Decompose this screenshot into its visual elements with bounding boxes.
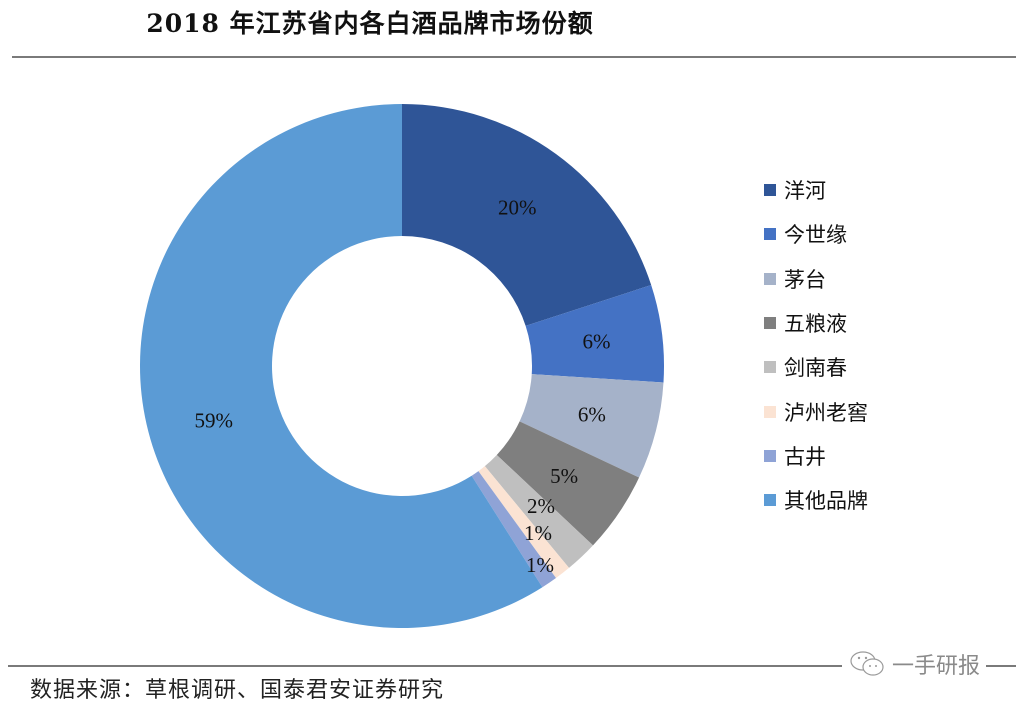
- data-source-note: 数据来源：草根调研、国泰君安证券研究: [30, 678, 445, 703]
- watermark: 一手研报: [841, 648, 986, 680]
- donut-slice: [519, 374, 664, 478]
- donut-slice: [496, 421, 640, 546]
- donut-chart: 20% 6% 6% 5% 2% 1% 1% 59%: [140, 104, 664, 628]
- legend-item: 剑南春: [764, 345, 868, 389]
- legend-label: 五粮液: [784, 312, 847, 337]
- legend-label: 剑南春: [784, 356, 847, 381]
- legend-item: 五粮液: [764, 301, 868, 345]
- legend-swatch-icon: [764, 228, 776, 241]
- legend-label: 泸州老窖: [784, 400, 868, 425]
- legend-swatch-icon: [764, 184, 776, 197]
- slice-label: 6%: [578, 403, 606, 427]
- donut-slice: [471, 471, 556, 588]
- slice-label: 6%: [582, 329, 610, 353]
- chart-legend: 洋河 今世缘 茅台 五粮液 剑南春 泸州老窖 古井 其他品牌: [764, 168, 868, 522]
- bottom-divider: [8, 665, 1016, 667]
- legend-item: 洋河: [764, 168, 868, 212]
- legend-label: 其他品牌: [784, 489, 868, 514]
- slice-labels: 20% 6% 6% 5% 2% 1% 1% 59%: [195, 195, 611, 577]
- legend-swatch-icon: [764, 361, 776, 374]
- slice-label: 20%: [498, 195, 537, 219]
- donut-slice: [478, 466, 570, 578]
- wechat-icon: [850, 651, 884, 676]
- slice-label: 1%: [526, 553, 554, 577]
- donut-slice: [525, 285, 664, 383]
- chart-title: 2018 年江苏省内各白酒品牌市场份额: [146, 9, 594, 38]
- legend-item: 泸州老窖: [764, 389, 868, 433]
- watermark-text: 一手研报: [891, 654, 980, 679]
- legend-swatch-icon: [764, 494, 776, 507]
- slice-label: 59%: [195, 409, 234, 433]
- legend-label: 洋河: [784, 179, 826, 204]
- top-divider: [12, 56, 1016, 58]
- legend-label: 今世缘: [784, 223, 847, 248]
- donut-slice: [484, 454, 593, 568]
- donut-slice: [402, 104, 652, 326]
- legend-item: 古井: [764, 434, 868, 478]
- legend-label: 古井: [784, 444, 826, 469]
- legend-label: 茅台: [784, 267, 826, 292]
- legend-swatch-icon: [764, 449, 776, 462]
- legend-item: 茅台: [764, 257, 868, 301]
- legend-swatch-icon: [764, 405, 776, 418]
- slice-label: 1%: [524, 521, 552, 545]
- legend-item: 今世缘: [764, 212, 868, 256]
- donut-slices: [140, 104, 664, 628]
- legend-swatch-icon: [764, 272, 776, 285]
- donut-slice: [140, 104, 543, 628]
- slice-label: 2%: [527, 494, 555, 518]
- slice-label: 5%: [550, 464, 578, 488]
- legend-item: 其他品牌: [764, 478, 868, 522]
- legend-swatch-icon: [764, 317, 776, 330]
